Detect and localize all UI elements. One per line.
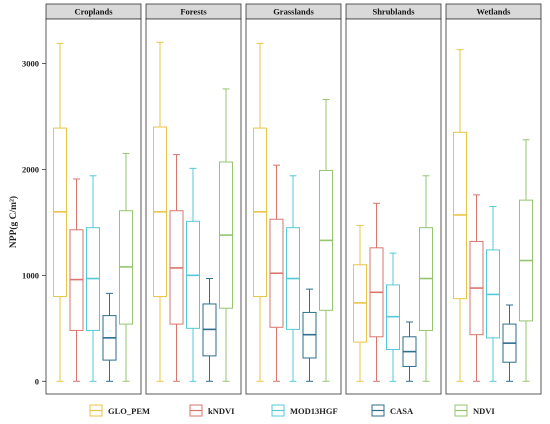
box-glo_pem — [453, 49, 467, 382]
box-mod13hgf — [286, 175, 300, 382]
box-kndvi — [69, 178, 84, 382]
box-glo_pem — [253, 42, 267, 382]
y-tick-label: 1000 — [22, 270, 39, 280]
box-kndvi — [469, 194, 484, 382]
y-tick-label: 3000 — [22, 58, 39, 68]
box-ndvi — [419, 175, 433, 382]
box-casa — [502, 304, 517, 382]
y-axis-label: NPP(g C/m²) — [8, 196, 19, 248]
facet-title: Croplands — [74, 7, 113, 17]
legend-item-glo_pem: GLO_PEM — [89, 404, 150, 417]
box-mod13hgf — [386, 252, 400, 382]
legend-item-ndvi: NDVI — [454, 404, 495, 417]
box-casa — [202, 278, 217, 382]
facet-panel-shrublands: Shrublands — [345, 3, 442, 395]
facet-panel-forests: Forests — [145, 3, 242, 395]
box-mod13hgf — [186, 167, 200, 382]
box-kndvi — [269, 164, 284, 382]
box-glo_pem — [153, 41, 167, 382]
box-mod13hgf — [486, 206, 500, 382]
y-tick-label: 0 — [35, 376, 39, 386]
legend: GLO_PEM kNDVI MOD13HGF CASA NDVI — [89, 404, 495, 417]
facet-title: Wetlands — [476, 7, 511, 17]
box-casa — [302, 288, 317, 382]
box-kndvi — [369, 202, 384, 382]
legend-item-casa: CASA — [371, 404, 414, 417]
facet-panels: Croplands Forests Grasslands Shrublands Wetl… — [45, 3, 542, 395]
box-kndvi — [169, 154, 184, 382]
facet-title: Shrublands — [372, 7, 415, 17]
box-ndvi — [519, 139, 533, 382]
box-glo_pem — [53, 42, 67, 382]
box-ndvi — [219, 88, 233, 382]
y-axis: 0 1000 2000 3000 — [22, 58, 46, 386]
facet-panel-wetlands: Wetlands — [445, 3, 542, 395]
box-ndvi — [119, 153, 133, 382]
legend-label: kNDVI — [208, 406, 235, 416]
y-tick-label: 2000 — [22, 164, 39, 174]
legend-label: CASA — [390, 406, 414, 416]
box-mod13hgf — [86, 175, 100, 382]
legend-item-kndvi: kNDVI — [189, 404, 235, 417]
box-casa — [102, 292, 117, 382]
legend-item-mod13hgf: MOD13HGF — [271, 404, 338, 417]
facet-panel-grasslands: Grasslands — [245, 3, 342, 395]
facet-panel-croplands: Croplands — [45, 3, 142, 395]
facet-title: Forests — [180, 7, 207, 17]
legend-label: MOD13HGF — [290, 406, 338, 416]
facet-title: Grasslands — [273, 7, 314, 17]
legend-label: GLO_PEM — [108, 406, 150, 416]
box-casa — [402, 321, 417, 382]
box-glo_pem — [353, 225, 367, 382]
legend-label: NDVI — [473, 406, 495, 416]
box-ndvi — [319, 99, 333, 382]
